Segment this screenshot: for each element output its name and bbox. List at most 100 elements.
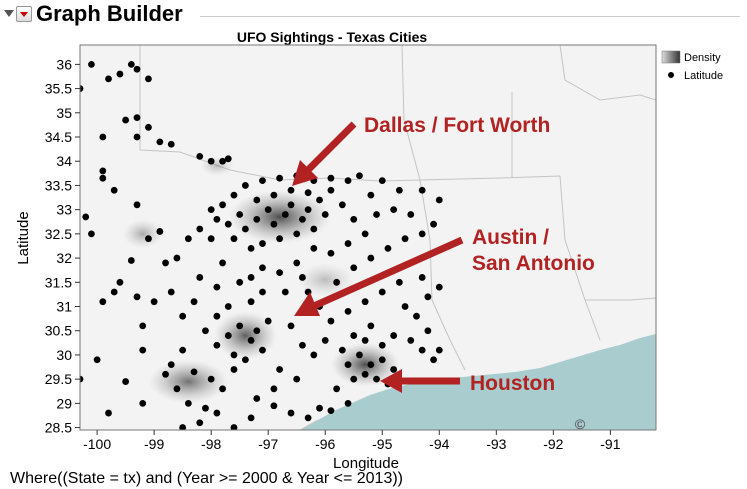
data-point — [116, 278, 124, 286]
data-point — [310, 351, 318, 359]
x-tick-label: -98 — [201, 436, 221, 452]
data-point — [247, 414, 255, 422]
data-point — [361, 337, 369, 344]
data-point — [373, 375, 380, 383]
data-point — [373, 211, 380, 218]
data-point — [350, 215, 358, 223]
data-point — [230, 191, 238, 199]
data-point — [304, 206, 312, 214]
data-point — [224, 332, 232, 339]
data-point — [139, 399, 147, 407]
density-blob-3 — [330, 342, 400, 387]
data-point — [321, 211, 329, 218]
data-point — [321, 337, 329, 344]
data-point — [122, 116, 130, 124]
data-point — [435, 196, 443, 204]
data-point — [236, 322, 244, 330]
data-point — [304, 189, 312, 197]
x-tick-label: -99 — [144, 436, 164, 452]
density-blob-5 — [296, 262, 354, 297]
data-point — [253, 196, 261, 204]
arrow-houston-head — [380, 369, 402, 393]
data-point — [430, 356, 437, 364]
data-point — [207, 206, 215, 214]
data-point — [293, 259, 301, 267]
data-point — [287, 322, 295, 330]
data-point — [378, 356, 386, 364]
x-tick-label: -95 — [372, 436, 392, 452]
data-point — [179, 346, 187, 354]
data-point — [287, 409, 295, 417]
data-point — [378, 341, 386, 349]
data-point — [80, 375, 84, 383]
data-point — [407, 211, 415, 218]
data-point — [327, 317, 335, 325]
x-axis: -100 -99 -98 -97 -96 -95 -94 -93 -92 -91 — [83, 430, 621, 452]
data-point — [378, 177, 386, 184]
data-point — [213, 409, 221, 417]
data-point — [361, 298, 369, 306]
data-point — [293, 230, 301, 238]
y-tick-label: 31.5 — [45, 274, 72, 290]
arrow-austin-head — [294, 292, 320, 316]
data-point — [241, 225, 249, 233]
arrow-dallas-head — [292, 160, 318, 186]
data-point — [162, 370, 169, 378]
annotation-houston-label: Houston — [470, 372, 555, 395]
data-point — [133, 65, 141, 73]
data-point — [224, 155, 232, 163]
data-point — [133, 133, 141, 141]
x-axis-label: Longitude — [333, 455, 399, 472]
data-point — [122, 378, 130, 385]
data-point — [304, 414, 312, 422]
collapse-triangle-icon[interactable] — [4, 10, 14, 17]
data-point — [162, 259, 169, 267]
data-point — [88, 230, 95, 238]
data-point — [281, 288, 289, 296]
red-menu-icon[interactable] — [16, 6, 32, 22]
data-point — [213, 283, 221, 291]
data-point — [367, 361, 375, 369]
y-tick-label: 29 — [56, 395, 72, 411]
data-point — [196, 419, 204, 427]
y-tick-label: 30.5 — [45, 323, 72, 339]
density-blob-2 — [148, 359, 229, 404]
points-layer — [80, 60, 443, 430]
data-point — [219, 157, 226, 165]
data-point — [190, 368, 198, 376]
data-point — [424, 327, 432, 335]
annotation-austin: Austin / San Antonio — [294, 226, 595, 316]
density-blob-4 — [122, 219, 163, 249]
gulf-water — [300, 334, 656, 430]
data-point — [253, 327, 261, 335]
data-point — [344, 361, 352, 369]
data-point — [418, 186, 426, 194]
data-point — [196, 274, 204, 281]
data-point — [145, 123, 152, 131]
data-point — [247, 337, 255, 344]
data-point — [230, 351, 238, 359]
data-point — [156, 228, 164, 235]
data-point — [401, 235, 409, 243]
data-point — [236, 211, 244, 218]
data-point — [241, 182, 249, 189]
data-point — [247, 244, 255, 252]
data-point — [259, 346, 266, 354]
data-point — [338, 201, 346, 209]
data-point — [299, 341, 306, 349]
data-point — [390, 332, 398, 339]
data-point — [259, 240, 266, 247]
x-tick-label: -97 — [258, 436, 278, 452]
data-point — [356, 172, 363, 180]
data-point — [378, 288, 386, 296]
plot-frame — [79, 44, 657, 431]
data-point — [350, 332, 358, 339]
annotation-dallas-label: Dallas / Fort Worth — [364, 114, 550, 137]
graph-builder-header: Graph Builder — [0, 0, 747, 30]
data-point — [179, 312, 187, 320]
data-point — [167, 361, 175, 369]
data-point — [207, 375, 215, 383]
data-point — [88, 60, 95, 68]
data-point — [287, 186, 295, 194]
data-point — [253, 215, 261, 223]
